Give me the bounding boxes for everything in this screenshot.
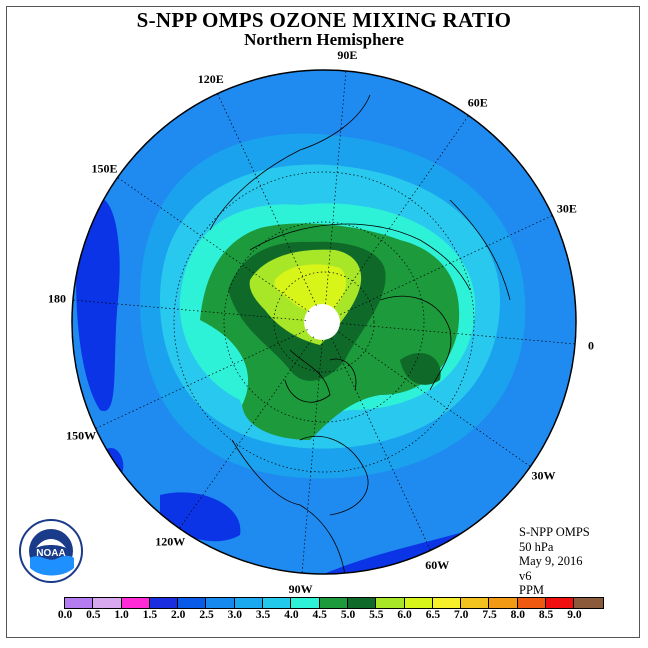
colorbar-swatch [65,598,94,608]
colorbar-swatch [432,598,462,608]
colorbar-swatch [376,598,405,608]
colorbar-tick-label: 3.5 [255,609,271,621]
coastlines [209,94,511,574]
polar-no-data [304,304,340,340]
meridian-line [95,329,308,429]
coast-hudson-bay [284,349,331,403]
coast-siberia [249,223,471,291]
colorbar-swatch [319,598,348,608]
ozone-band-5.0-east [400,352,441,385]
graticule [72,70,576,574]
longitude-label: 120E [198,72,224,86]
longitude-label: 90E [337,48,357,62]
map-boundary [71,69,577,575]
coast-asia-east [209,94,371,231]
latitude-circle [173,171,475,473]
colorbar-swatch [347,598,377,608]
longitude-label: 0 [588,338,594,352]
longitude-label: 30E [557,202,577,216]
meridian-line [72,299,307,321]
meridian-line [325,70,347,305]
coast-greenland [329,358,357,391]
longitude-label: 180 [48,292,66,306]
colorbar-tick-label: 5.0 [340,609,356,621]
meridian-line [217,93,317,306]
colorbar-tick-label: 2.5 [199,609,214,621]
colorbar-tick-label: 8.5 [538,609,554,621]
svg-text:NOAA: NOAA [36,548,65,559]
colorbar-tick-label: 2.0 [171,609,186,621]
meridian-line [117,177,310,312]
colorbar-swatch [517,598,547,608]
colorbar-swatch [404,598,433,608]
colorbar-tick-label: 4.0 [284,609,299,621]
info-level: 50 hPa [519,539,554,554]
noaa-logo-icon: NOAA [19,519,83,583]
meridian-line [341,323,576,345]
longitude-labels: 90E 60E 30E 0 30W 60W 90W 120W 150W 180 150E 120E [48,48,594,596]
colorbar-tick-label: 0.0 [57,609,73,621]
colorbar-swatch [121,598,150,608]
colorbar-tick-label: 6.5 [425,609,441,621]
dataset-info: S-NPP OMPS 50 hPa May 9, 2016 v6 PPM [519,525,590,598]
colorbar-swatch [93,598,122,608]
colorbar-swatch [149,598,179,608]
colorbar-tick-label: 8.0 [510,609,525,621]
ozone-band-2.0-north [119,94,167,136]
coast-north-america-west [231,439,346,574]
colorbar-tick-label: 5.5 [369,609,384,621]
latitude-circle [223,221,425,423]
info-instrument: S-NPP OMPS [519,525,590,539]
colorbar-tick-label: 3.0 [227,609,242,621]
colorbar-tick-label: 7.0 [454,609,469,621]
colorbar-swatch [206,598,235,608]
meridian-line [331,338,431,551]
colorbar-swatch [178,598,207,608]
info-version: v6 [519,568,532,583]
meridian-line [340,215,553,315]
ozone-band-6.0 [274,264,347,313]
longitude-label: 120W [155,535,185,549]
colorbar-swatch [461,598,490,608]
colorbar-swatch [546,598,575,608]
colorbar-tick-label: 9.0 [567,609,582,621]
figure-frame [6,6,640,638]
longitude-label: 60E [468,95,488,109]
info-units: PPM [519,583,545,597]
colorbar-ticks: 0.0 0.5 1.0 1.5 2.0 2.5 3.0 3.5 4.0 4.5 5.0 5.5 6.0 6… [0,609,648,625]
colorbar [64,597,604,609]
longitude-label: 30W [532,469,556,483]
map-subtitle: Northern Hemisphere [244,30,404,49]
colorbar-tick-label: 1.5 [142,609,158,621]
longitude-label: 90W [289,582,313,596]
longitude-label: 60W [425,558,449,572]
colorbar-swatch [263,598,292,608]
colorbar-tick-label: 6.0 [397,609,412,621]
map-title: S-NPP OMPS OZONE MIXING RATIO [136,8,512,32]
ozone-band-2.0-west [76,197,120,412]
colorbar-swatch [489,598,518,608]
colorbar-tick-label: 0.5 [86,609,101,621]
colorbar-tick-label: 4.5 [312,609,327,621]
coast-africa-north [449,199,511,301]
meridian-line [179,336,314,529]
coast-north-america-east [299,435,369,516]
meridian-line [334,115,469,308]
ozone-field [72,70,576,574]
coast-europe [379,296,452,391]
latitude-circle [273,271,375,373]
longitude-label: 150W [66,428,96,442]
colorbar-swatch [234,598,264,608]
info-date: May 9, 2016 [519,554,583,568]
colorbar-swatch [291,598,320,608]
colorbar-tick-label: 7.5 [482,609,497,621]
colorbar-tick-label: 1.0 [114,609,129,621]
colorbar-swatch [574,598,603,608]
meridian-line [301,339,323,574]
noaa-logo: NOAA [18,518,84,584]
meridian-line [338,332,531,467]
longitude-label: 150E [91,161,117,175]
